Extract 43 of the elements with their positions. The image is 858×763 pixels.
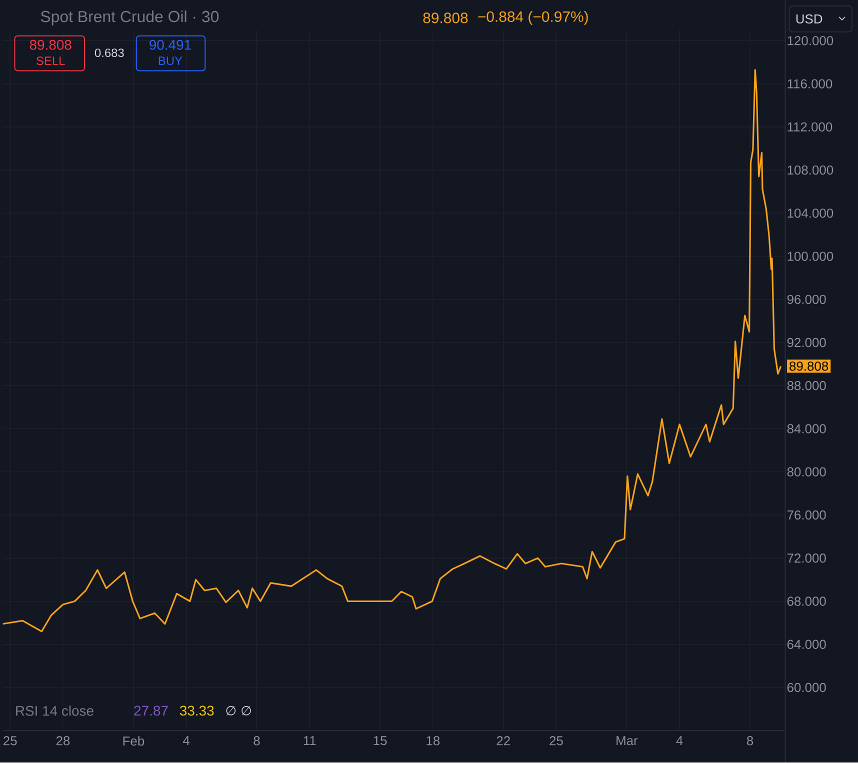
y-tick-label: 68.000	[787, 596, 826, 606]
y-tick-label: 116.000	[788, 79, 832, 89]
text: 89.808	[423, 12, 468, 24]
y-tick-label: 96.000	[787, 295, 826, 304]
y-tick-label: 84.000	[787, 424, 826, 434]
y-tick-label: 88.000	[787, 381, 826, 390]
x-tick-label: 25	[550, 736, 563, 746]
annotation: 90.491	[150, 40, 191, 50]
y-tick-label: 64.000	[787, 640, 826, 650]
x-tick-label: 8	[254, 736, 260, 746]
y-tick-label: 60.000	[787, 683, 826, 692]
x-tick-label: 18	[426, 736, 440, 746]
x-tick-label: 25	[4, 736, 17, 746]
text: −0.884 (−0.97%)	[478, 11, 588, 26]
annotation: 33.33	[180, 706, 214, 716]
x-tick-label: 4	[182, 736, 190, 746]
y-tick-label: 92.000	[787, 338, 826, 348]
x-tick-label: 4	[676, 736, 683, 746]
y-tick-label: 104.000	[788, 208, 834, 218]
y-tick-label: 72.000	[787, 554, 826, 563]
annotation: 0.683	[94, 48, 124, 58]
x-tick-label: Mar	[616, 736, 638, 746]
annotation: ∅ ∅	[226, 706, 251, 716]
y-tick-label: 112.000	[788, 122, 832, 132]
annotation: 27.87	[134, 706, 168, 716]
x-tick-label: 11	[304, 736, 316, 746]
annotation: SELL	[36, 56, 65, 66]
x-tick-label: 28	[56, 736, 70, 746]
annotation: 89.808	[790, 362, 828, 371]
annotation: 89.808	[30, 40, 72, 50]
y-tick-label: 120.000	[788, 36, 834, 46]
y-tick-label: 80.000	[787, 468, 826, 477]
text: USD	[796, 14, 822, 24]
annotation: RSI 14 close	[16, 706, 94, 716]
x-tick-label: Feb	[123, 736, 144, 746]
chart-title: Spot Brent Crude Oil · 30	[40, 10, 219, 26]
y-tick-label: 108.000	[788, 166, 834, 175]
x-tick-label: 22	[496, 736, 510, 746]
annotation: BUY	[158, 56, 182, 66]
x-tick-label: 8	[746, 736, 754, 746]
y-tick-label: 100.000	[788, 252, 834, 262]
y-tick-label: 76.000	[787, 510, 826, 520]
x-tick-label: 15	[374, 736, 387, 746]
